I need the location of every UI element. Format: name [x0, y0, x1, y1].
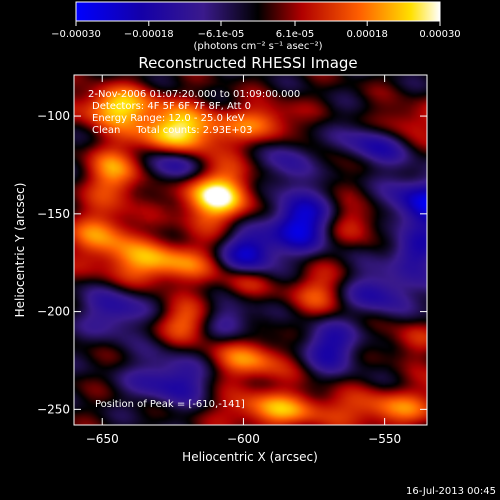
colorbar-tick-label: −6.1e-05: [198, 29, 245, 40]
annotation-peak: Position of Peak = [-610,-141]: [95, 399, 245, 410]
plot-frame: [73, 74, 428, 426]
colorbar-ticks: −0.00030 −0.00018 −6.1e-05 6.1e-05 0.00018 0.…: [51, 21, 461, 40]
y-axis-label: Heliocentric Y (arcsec): [13, 183, 27, 318]
y-tick-label: −150: [37, 207, 70, 221]
colorbar-tick-label: −0.00030: [51, 29, 101, 40]
x-tick-label: −550: [368, 432, 401, 446]
colorbar-tick-label: 0.00018: [347, 29, 388, 40]
y-tick-label: −200: [37, 305, 70, 319]
annotation-energy: Energy Range: 12.0 - 25.0 keV: [92, 113, 245, 124]
colorbar-tick-label: 0.00030: [419, 29, 460, 40]
annotation-time: 2-Nov-2006 01:07:20.000 to 01:09:00.000: [88, 89, 300, 100]
y-tick-label: −250: [37, 402, 70, 416]
chart-title: Reconstructed RHESSI Image: [138, 54, 357, 72]
colorbar-tick-label: −0.00018: [124, 29, 174, 40]
annotation-clean: Clean Total counts: 2.93E+03: [92, 125, 252, 136]
x-axis-label: Heliocentric X (arcsec): [182, 450, 318, 464]
colorbar-units: (photons cm⁻² s⁻¹ asec⁻²): [193, 41, 322, 52]
y-tick-label: −100: [37, 109, 70, 123]
x-tick-label: −600: [227, 432, 260, 446]
heatmap-image: [74, 75, 427, 425]
x-tick-label: −650: [86, 432, 119, 446]
colorbar-tick-label: 6.1e-05: [276, 29, 314, 40]
footer-date: 16-Jul-2013 00:45: [406, 486, 496, 497]
annotation-detectors: Detectors: 4F 5F 6F 7F 8F, Att 0: [92, 101, 251, 112]
axis-ticks: −650−600−550−500−250−200−150−100: [37, 75, 427, 446]
heatmap-plot: [73, 74, 428, 426]
colorbar: [75, 1, 441, 22]
